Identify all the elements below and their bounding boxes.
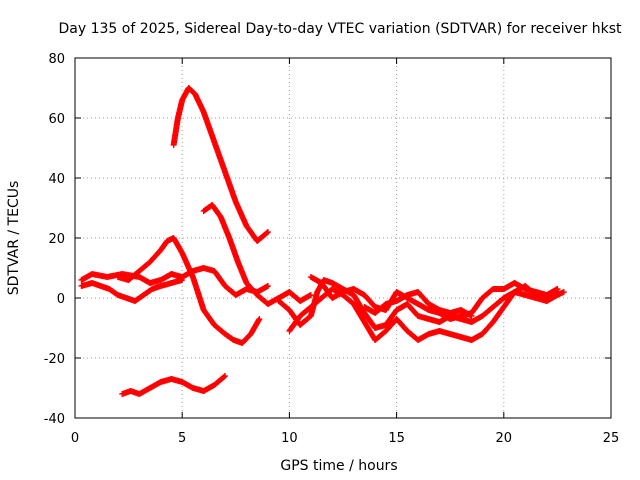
y-axis-label: SDTVAR / TECUs: [6, 181, 22, 296]
series-track-h: [286, 283, 561, 343]
grid: [75, 58, 611, 418]
y-tick-label: 20: [48, 232, 65, 247]
y-tick-label: 40: [48, 172, 65, 187]
x-tick-label: 25: [603, 431, 620, 446]
series-track-j: [361, 289, 475, 319]
x-tick-label: 20: [496, 431, 513, 446]
chart-title: Day 135 of 2025, Sidereal Day-to-day VTE…: [59, 21, 622, 37]
data-point: [264, 229, 271, 235]
y-tick-label: -40: [44, 412, 65, 427]
y-tick-label: 60: [48, 112, 65, 127]
y-tick-label: 0: [57, 292, 65, 307]
data-point: [221, 373, 228, 380]
series-track-b: [200, 202, 314, 307]
x-tick-label: 15: [388, 431, 405, 446]
y-tick-label: -20: [44, 352, 65, 367]
ticks: 0 5 10 15 20 25 -40 -20 0 20 40 60 80: [44, 52, 620, 446]
data-point: [307, 292, 314, 298]
data-point: [256, 316, 263, 322]
x-tick-label: 10: [281, 431, 298, 446]
series-track-d: [78, 265, 271, 298]
data-point: [468, 313, 475, 319]
series-track-a: [170, 85, 271, 244]
data-point: [179, 277, 186, 283]
data-point: [264, 229, 271, 236]
x-axis-label: GPS time / hours: [280, 458, 397, 474]
data-point: [264, 283, 271, 289]
x-tick-label: 5: [178, 431, 186, 446]
data-point: [560, 289, 567, 295]
data-point: [222, 373, 229, 379]
data-point: [554, 286, 561, 292]
data-points: [78, 85, 567, 397]
series-track-e: [78, 277, 186, 304]
y-tick-label: 80: [48, 52, 65, 67]
x-tick-label: 0: [71, 431, 79, 446]
series-track-f: [119, 373, 229, 397]
